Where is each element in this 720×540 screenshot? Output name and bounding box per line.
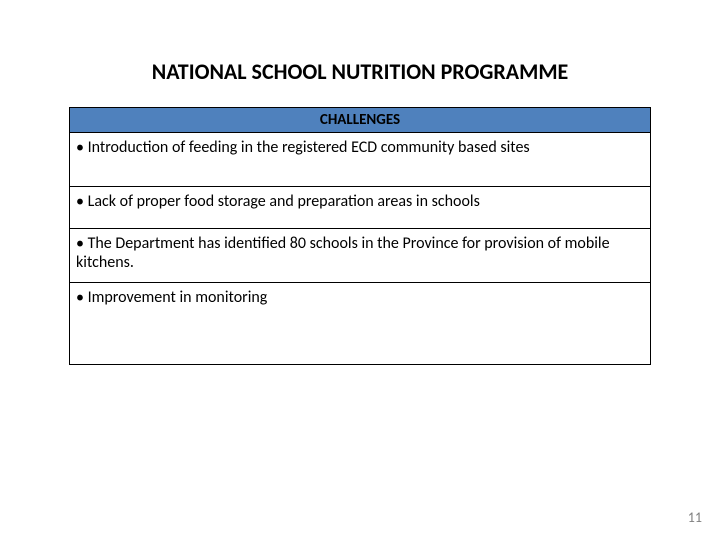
- table-cell: • Improvement in monitoring: [70, 283, 651, 365]
- slide-title: NATIONAL SCHOOL NUTRITION PROGRAMME: [0, 58, 720, 85]
- table-cell: • The Department has identified 80 schoo…: [70, 229, 651, 283]
- table-row: • The Department has identified 80 schoo…: [70, 229, 651, 283]
- table-cell: • Lack of proper food storage and prepar…: [70, 187, 651, 229]
- slide: NATIONAL SCHOOL NUTRITION PROGRAMME CHAL…: [0, 0, 720, 540]
- challenges-table: CHALLENGES • Introduction of feeding in …: [69, 107, 651, 365]
- table-row: • Lack of proper food storage and prepar…: [70, 187, 651, 229]
- table-cell: • Introduction of feeding in the registe…: [70, 133, 651, 187]
- table-header-row: CHALLENGES: [70, 108, 651, 133]
- table-header-cell: CHALLENGES: [70, 108, 651, 133]
- table-row: • Introduction of feeding in the registe…: [70, 133, 651, 187]
- page-number: 11: [688, 509, 702, 526]
- table-row: • Improvement in monitoring: [70, 283, 651, 365]
